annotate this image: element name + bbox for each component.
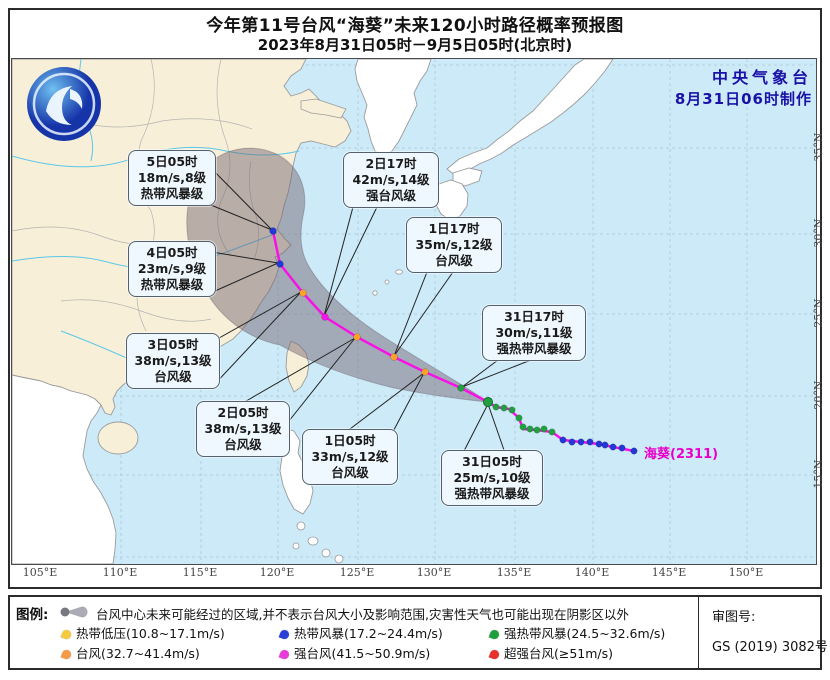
label-time: 5日05时 [146,154,198,169]
label-category: 强热带风暴级 [496,341,572,356]
legend-item-label: 强热带风暴(24.5~32.6m/s) [504,626,666,641]
super-ty-marker-icon [488,648,501,661]
legend-item-ty: 台风(32.7~41.4m/s) [60,643,200,662]
approval-label: 审图号: [712,610,756,625]
label-intensity: 38m/s,13级 [204,421,282,436]
label-time: 1日17时 [428,221,480,236]
typhoon-track-map [11,58,817,565]
label-time: 2日17时 [365,156,417,171]
legend-item-label: 台风(32.7~41.4m/s) [76,646,200,661]
label-time: 4日05时 [146,245,198,260]
legend-item-label: 热带低压(10.8~17.1m/s) [76,626,225,641]
legend-item-ts: 热带风暴(17.2~24.4m/s) [278,623,443,642]
lon-tick: 145°E [651,566,687,579]
legend-caption: 图例: [16,607,49,623]
lat-tick: 35°N [812,132,825,162]
label-intensity: 35m/s,12级 [415,237,493,252]
label-intensity: 42m/s,14级 [352,172,430,187]
forecast-label-1-17: 1日17时 35m/s,12级 台风级 [406,217,502,273]
legend-panel [8,595,822,670]
forecast-label-day5: 5日05时 18m/s,8级 热带风暴级 [128,150,216,206]
forecast-points [269,227,465,392]
label-category: 热带风暴级 [140,277,204,292]
label-intensity: 33m/s,12级 [311,449,389,464]
liaodong-peninsula [300,98,347,119]
legend-item-label: 强台风(41.5~50.9m/s) [294,646,431,661]
label-category: 台风级 [331,465,369,480]
label-intensity: 25m/s,10级 [453,470,531,485]
forecast-label-day1: 1日05时 33m/s,12级 台风级 [302,429,398,485]
label-time: 31日17时 [504,309,564,324]
philippine-islands [292,521,344,564]
label-time: 3日05时 [147,337,199,352]
label-time: 31日05时 [462,454,522,469]
lon-tick: 140°E [574,566,610,579]
legend-item-super-ty: 超强台风(≥51m/s) [488,643,614,662]
label-category: 台风级 [154,369,192,384]
label-category: 强台风级 [365,188,416,203]
lat-tick: 20°N [812,380,825,410]
sty-marker-icon [278,648,291,661]
forecast-label-day4: 4日05时 23m/s,9级 热带风暴级 [128,241,216,297]
map-canvas [12,59,816,564]
indochina [12,374,117,564]
label-time: 1日05时 [324,433,376,448]
history-points-severe-tropical-storm [492,403,556,436]
history-points-tropical-storm [559,436,638,455]
storm-name-tag: 海葵(2311) [644,447,719,462]
legend-cone-text: 台风中心未来可能经过的区域,并不表示台风大小及影响范围,灾害性天气也可能出现在阴… [96,607,629,622]
label-intensity: 18m/s,8级 [137,170,207,185]
forecast-label-31-05: 31日05时 25m/s,10级 强热带风暴级 [441,450,543,506]
approval-number: GS (2019) 3082号 [712,640,828,655]
lon-tick: 130°E [416,566,452,579]
label-time: 2日05时 [217,405,269,420]
lon-tick: 125°E [339,566,375,579]
forecast-label-day3: 3日05时 38m/s,13级 台风级 [126,333,220,389]
current-position-marker [483,397,493,407]
hainan-island [97,421,139,455]
legend-item-label: 超强台风(≥51m/s) [504,646,614,661]
forecast-label-day2: 2日05时 38m/s,13级 台风级 [196,401,290,457]
cma-credit: 中央气象台 8月31日06时制作 [675,66,812,111]
label-intensity: 38m/s,13级 [134,353,212,368]
label-category: 台风级 [435,253,473,268]
taiwan-island [285,340,310,393]
lon-tick: 150°E [728,566,764,579]
cma-logo [27,67,101,141]
cone-legend-icon [60,606,88,618]
legend-item-sty: 强台风(41.5~50.9m/s) [278,643,431,662]
label-intensity: 23m/s,9级 [137,261,207,276]
forecast-label-2-17: 2日17时 42m/s,14级 强台风级 [343,152,439,208]
page-subtitle: 2023年8月31日05时－9月5日05时(北京时) [257,36,573,54]
lon-tick: 135°E [496,566,532,579]
legend-item-td: 热带低压(10.8~17.1m/s) [60,623,225,642]
lon-tick: 110°E [102,566,138,579]
page-title: 今年第11号台风“海葵”未来120小时路径概率预报图 [206,16,624,36]
lat-tick: 30°N [812,218,825,248]
lon-tick: 120°E [259,566,295,579]
lon-tick: 105°E [22,566,58,579]
forecast-label-31-17: 31日17时 30m/s,11级 强热带风暴级 [482,305,586,361]
cma-credit-line1: 中央气象台 [711,68,812,87]
cma-credit-line2: 8月31日06时制作 [674,90,812,109]
td-marker-icon [60,628,73,641]
legend-item-sts: 强热带风暴(24.5~32.6m/s) [488,623,666,642]
label-category: 强热带风暴级 [454,486,530,501]
label-intensity: 30m/s,11级 [495,325,573,340]
legend-item-label: 热带风暴(17.2~24.4m/s) [294,626,443,641]
ty-marker-icon [60,648,73,661]
sts-marker-icon [488,628,501,641]
label-category: 台风级 [224,437,262,452]
label-category: 热带风暴级 [140,186,204,201]
honshu [446,59,614,177]
lat-tick: 25°N [812,298,825,328]
ts-marker-icon [278,628,291,641]
legend-divider [698,597,699,668]
lat-tick: 15°N [812,459,825,489]
lon-tick: 115°E [182,566,218,579]
